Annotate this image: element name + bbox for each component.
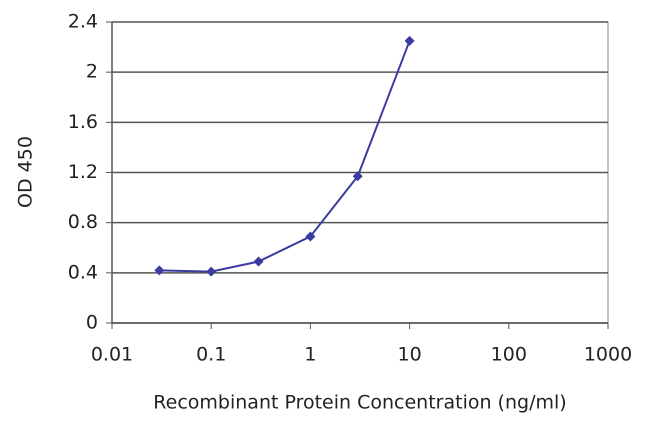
data-point bbox=[305, 231, 316, 242]
x-axis-label: Recombinant Protein Concentration (ng/ml… bbox=[153, 392, 566, 414]
data-point bbox=[206, 266, 217, 277]
data-line bbox=[159, 40, 411, 273]
y-tick-label: 0.8 bbox=[68, 211, 98, 233]
y-axis-label: OD 450 bbox=[15, 136, 37, 208]
x-tick-label: 10 bbox=[398, 344, 422, 366]
x-tick-label: 1 bbox=[304, 344, 316, 366]
x-tick-label: 0.1 bbox=[196, 344, 226, 366]
y-tick-label: 0.4 bbox=[68, 261, 98, 283]
y-tick-label: 1.2 bbox=[68, 161, 98, 183]
data-point bbox=[154, 265, 165, 276]
x-tick-label: 100 bbox=[491, 344, 527, 366]
y-tick-label: 0 bbox=[86, 312, 98, 334]
data-point bbox=[352, 171, 363, 182]
x-tick-label: 1000 bbox=[584, 344, 632, 366]
x-tick-label: 0.01 bbox=[91, 344, 133, 366]
data-point bbox=[404, 35, 415, 46]
data-point bbox=[253, 256, 264, 267]
y-tick-label: 1.6 bbox=[68, 111, 98, 133]
y-tick-label: 2 bbox=[86, 61, 98, 83]
y-tick-label: 2.4 bbox=[68, 11, 98, 33]
